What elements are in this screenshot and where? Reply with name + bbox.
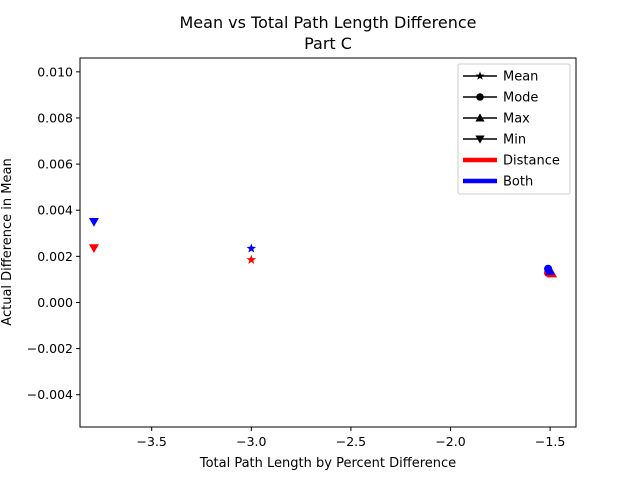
y-tick-label: 0.010 [37,64,73,79]
x-tick-label: −1.5 [535,434,565,449]
y-tick-label: 0.000 [37,295,73,310]
data-points [88,217,558,278]
data-point [246,254,257,264]
y-tick-label: 0.002 [37,249,73,264]
legend-label: Min [503,133,526,148]
data-point [88,217,99,227]
y-axis-ticks: −0.004 −0.002 0.000 0.002 0.004 0.006 0.008 0.0… [27,64,80,402]
y-tick-label: −0.002 [27,341,73,356]
data-point [88,244,99,254]
chart-title: Mean vs Total Path Length Difference [179,13,476,32]
x-tick-label: −3.5 [137,434,167,449]
legend-items: Mean Mode Max Min Distance Both [463,70,560,190]
legend-entry: Both [463,175,533,190]
legend-entry: Max [463,112,530,127]
legend: Mean Mode Max Min Distance Both [457,63,571,195]
legend-entry: Distance [463,154,560,169]
legend-label: Mean [503,70,538,85]
legend-label: Max [503,112,530,127]
legend-label: Both [503,175,533,190]
x-axis-ticks: −3.5 −3.0 −2.5 −2.0 −1.5 [137,427,565,449]
y-axis-label: Actual Difference in Mean [0,158,15,325]
legend-marker [475,135,485,144]
legend-entry: Mean [463,70,538,85]
y-tick-label: 0.004 [37,203,73,218]
data-point [246,243,257,253]
chart-subtitle: Part C [304,34,352,53]
plot-frame [79,57,577,428]
plot-area: −3.5 −3.0 −2.5 −2.0 −1.5 −0.004 −0.002 0.000 0.… [27,57,577,449]
legend-marker [475,71,485,80]
y-tick-label: 0.006 [37,157,73,172]
x-tick-label: −3.0 [236,434,266,449]
legend-label: Distance [503,154,560,169]
x-tick-label: −2.0 [435,434,465,449]
y-tick-label: 0.008 [37,110,73,125]
legend-marker [475,113,485,122]
legend-entry: Min [463,133,526,148]
y-tick-label: −0.004 [27,387,73,402]
legend-marker [476,93,484,101]
legend-label: Mode [503,91,538,106]
x-tick-label: −2.5 [336,434,366,449]
x-axis-label: Total Path Length by Percent Difference [199,456,456,471]
data-point [545,266,556,275]
legend-entry: Mode [463,91,538,106]
